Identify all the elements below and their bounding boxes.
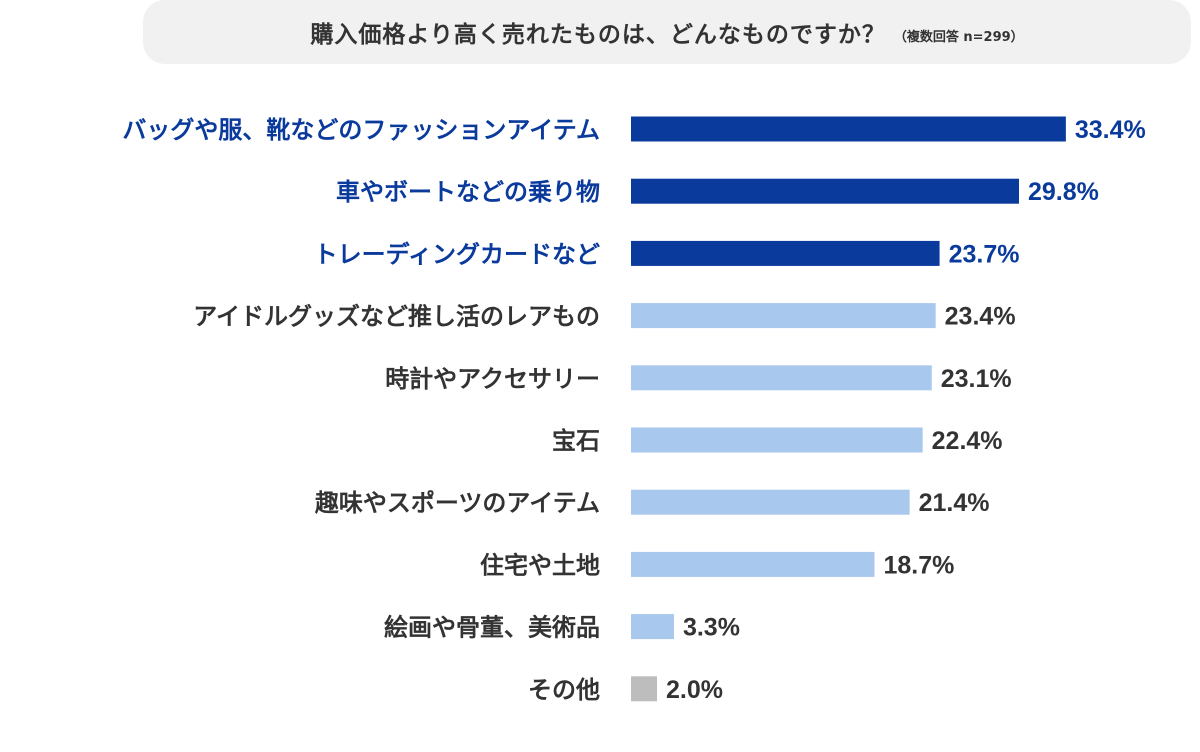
chart-title-box: 購入価格より高く売れたものは、どんなものですか？ （複数回答 n=299）: [143, 0, 1191, 64]
bar: [631, 178, 1019, 204]
value-label: 18.7%: [883, 551, 954, 579]
value-label: 22.4%: [932, 427, 1003, 455]
category-label: 住宅や土地: [480, 551, 600, 579]
category-label: その他: [528, 676, 600, 704]
bar: [631, 365, 932, 391]
bar: [631, 116, 1066, 142]
bar: [631, 614, 674, 640]
category-label: 趣味やスポーツのアイテム: [314, 489, 600, 517]
category-label: 宝石: [552, 427, 600, 455]
category-label: 絵画や骨董、美術品: [384, 614, 600, 642]
bar: [631, 427, 923, 453]
value-label: 29.8%: [1028, 178, 1099, 206]
value-label: 2.0%: [666, 676, 723, 704]
category-label: トレーディングカードなど: [314, 240, 600, 268]
category-label: バッグや服、靴などのファッションアイテム: [122, 116, 600, 144]
bar: [631, 303, 936, 329]
value-label: 33.4%: [1075, 116, 1146, 144]
value-label: 23.7%: [949, 240, 1020, 268]
bar: [631, 676, 658, 702]
bar: [631, 489, 910, 515]
bar: [631, 551, 875, 577]
value-label: 3.3%: [683, 614, 740, 642]
bar: [631, 240, 940, 266]
category-label: 時計やアクセサリー: [385, 365, 600, 393]
category-label: 車やボートなどの乗り物: [336, 178, 600, 206]
value-label: 21.4%: [919, 489, 990, 517]
chart-title: 購入価格より高く売れたものは、どんなものですか？: [310, 22, 886, 48]
value-label: 23.4%: [945, 303, 1016, 331]
value-label: 23.1%: [941, 365, 1012, 393]
category-label: アイドルグッズなど推し活のレアもの: [193, 303, 600, 331]
chart-subtitle: （複数回答 n=299）: [893, 29, 1024, 45]
